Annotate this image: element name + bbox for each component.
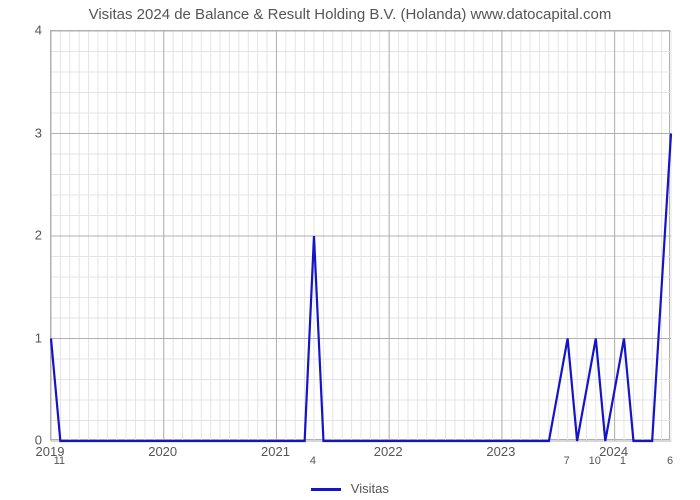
legend-label: Visitas [351,481,389,496]
legend-swatch [311,488,341,491]
chart-title: Visitas 2024 de Balance & Result Holding… [0,6,700,23]
chart-svg [51,31,671,441]
data-point-label: 11 [54,455,65,467]
y-tick-label: 2 [2,228,42,243]
data-point-label: 7 [564,455,570,467]
x-tick-label: 2022 [374,444,403,459]
y-tick-label: 1 [2,330,42,345]
data-point-label: 6 [667,455,673,467]
y-tick-label: 4 [2,23,42,38]
chart-container: Visitas 2024 de Balance & Result Holding… [0,0,700,500]
legend: Visitas [0,481,700,496]
data-point-label: 10 [589,455,601,467]
x-tick-label: 2020 [148,444,177,459]
plot-area [50,30,670,440]
data-point-label: 4 [310,455,316,467]
x-tick-label: 2023 [486,444,515,459]
y-tick-label: 3 [2,125,42,140]
x-tick-label: 2021 [261,444,290,459]
data-point-label: 1 [620,455,626,467]
